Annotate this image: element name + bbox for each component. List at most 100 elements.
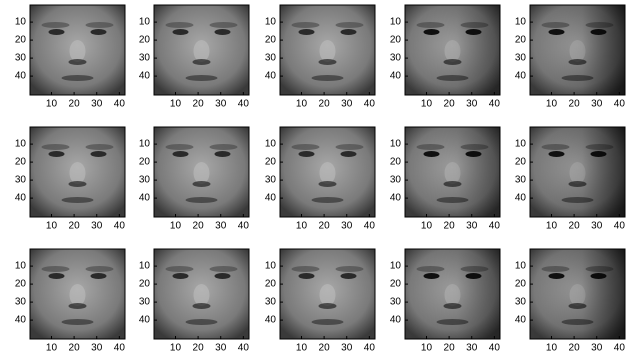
y-tick-label: 30	[515, 53, 527, 64]
x-tick-label: 20	[569, 221, 581, 232]
eye	[299, 151, 315, 157]
y-tick-label: 20	[15, 35, 27, 46]
figure: 1020304010203040102030401020304010203040…	[0, 0, 632, 353]
brow	[336, 144, 364, 150]
nostrils	[69, 303, 87, 309]
brow	[166, 22, 194, 28]
eye	[341, 273, 357, 279]
x-tick-label: 30	[466, 343, 478, 353]
y-tick-label: 20	[139, 157, 151, 168]
x-tick-label: 40	[114, 221, 126, 232]
y-tick-label: 30	[390, 53, 402, 64]
y-tick-label: 40	[139, 315, 151, 326]
x-tick-label: 20	[444, 99, 456, 110]
y-tick-label: 30	[390, 175, 402, 186]
nostrils	[319, 181, 337, 187]
mouth	[186, 319, 218, 325]
face-panel: 1020304010203040	[390, 249, 500, 353]
brow	[166, 266, 194, 272]
eye	[215, 273, 231, 279]
y-tick-label: 10	[265, 261, 277, 272]
x-tick-label: 20	[193, 99, 205, 110]
y-tick-label: 30	[265, 297, 277, 308]
x-tick-label: 10	[46, 343, 58, 353]
y-tick-label: 10	[15, 17, 27, 28]
mouth	[62, 319, 94, 325]
x-tick-label: 40	[364, 99, 376, 110]
y-tick-label: 20	[265, 157, 277, 168]
mouth	[186, 197, 218, 203]
eye	[49, 151, 65, 157]
x-tick-label: 40	[114, 343, 126, 353]
x-tick-label: 30	[91, 221, 103, 232]
mouth	[62, 197, 94, 203]
eye	[299, 273, 315, 279]
y-tick-label: 40	[265, 71, 277, 82]
y-tick-label: 40	[139, 71, 151, 82]
eye	[49, 273, 65, 279]
y-tick-label: 40	[265, 193, 277, 204]
eye	[91, 29, 107, 35]
brow	[86, 22, 114, 28]
eye	[91, 151, 107, 157]
y-tick-label: 10	[139, 139, 151, 150]
mouth	[62, 75, 94, 81]
nose	[320, 40, 336, 62]
y-tick-label: 10	[15, 139, 27, 150]
x-tick-label: 10	[421, 221, 433, 232]
x-tick-label: 20	[569, 99, 581, 110]
y-tick-label: 10	[390, 261, 402, 272]
y-tick-label: 20	[515, 279, 527, 290]
y-tick-label: 10	[515, 261, 527, 272]
nose	[320, 162, 336, 184]
x-tick-label: 10	[421, 343, 433, 353]
face-panel: 1020304010203040	[15, 127, 125, 232]
y-tick-label: 40	[515, 71, 527, 82]
nose	[320, 284, 336, 306]
x-tick-label: 30	[591, 343, 603, 353]
x-tick-label: 40	[489, 343, 501, 353]
y-tick-label: 20	[265, 279, 277, 290]
x-tick-label: 30	[215, 221, 227, 232]
x-tick-label: 20	[319, 343, 331, 353]
mouth	[312, 197, 344, 203]
eye	[49, 29, 65, 35]
x-tick-label: 30	[215, 99, 227, 110]
face-panel: 1020304010203040	[139, 249, 249, 353]
y-tick-label: 20	[265, 35, 277, 46]
nostrils	[319, 303, 337, 309]
y-tick-label: 30	[515, 175, 527, 186]
face-panel: 1020304010203040	[15, 5, 125, 110]
shadow	[405, 249, 500, 339]
y-tick-label: 10	[265, 17, 277, 28]
eye	[215, 151, 231, 157]
mouth	[312, 319, 344, 325]
nostrils	[319, 59, 337, 65]
y-tick-label: 40	[15, 71, 27, 82]
eye	[341, 151, 357, 157]
x-tick-label: 40	[364, 221, 376, 232]
y-tick-label: 30	[15, 297, 27, 308]
eye	[299, 29, 315, 35]
x-tick-label: 10	[296, 99, 308, 110]
y-tick-label: 30	[265, 53, 277, 64]
eye	[341, 29, 357, 35]
brow	[292, 22, 320, 28]
x-tick-label: 40	[114, 99, 126, 110]
face-panel: 1020304010203040	[390, 5, 500, 110]
x-tick-label: 40	[364, 343, 376, 353]
y-tick-label: 30	[139, 53, 151, 64]
y-tick-label: 40	[139, 193, 151, 204]
nose	[70, 40, 86, 62]
x-tick-label: 10	[546, 99, 558, 110]
y-tick-label: 30	[139, 175, 151, 186]
y-tick-label: 20	[515, 157, 527, 168]
y-tick-label: 20	[515, 35, 527, 46]
face-panel: 1020304010203040	[515, 127, 625, 232]
y-tick-label: 30	[265, 175, 277, 186]
x-tick-label: 20	[69, 343, 81, 353]
page: {"axes": {"xlim": [0.5, 42.5], "ylim": […	[0, 0, 632, 353]
nose	[194, 284, 210, 306]
shadow	[405, 127, 500, 217]
